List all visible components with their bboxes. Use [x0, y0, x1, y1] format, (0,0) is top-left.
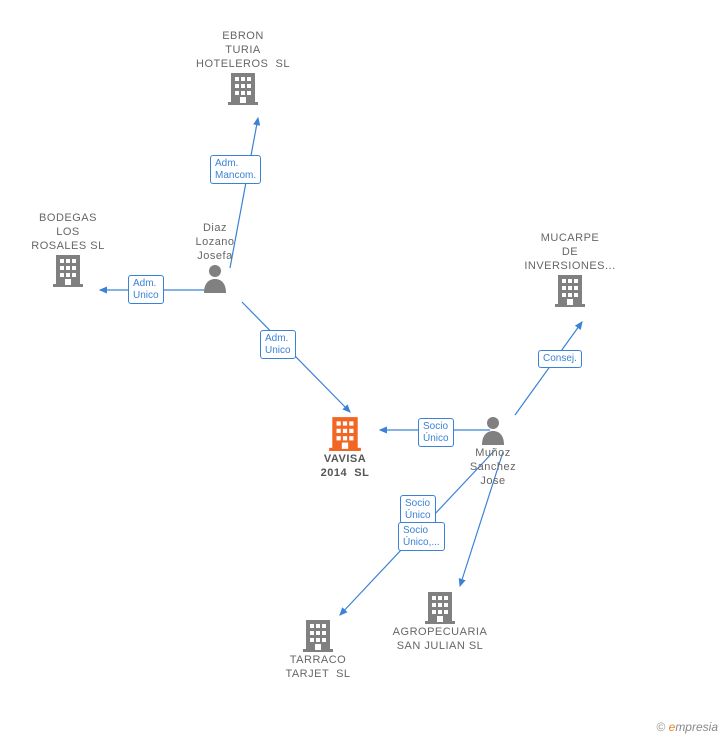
brand-rest: mpresia	[675, 720, 718, 734]
diagram-canvas: EBRON TURIA HOTELEROS SL BODEGAS LOS ROS…	[0, 0, 728, 740]
person-icon	[480, 415, 506, 445]
building-icon	[303, 618, 333, 652]
edge-label-munoz-mucarpe: Consej.	[538, 350, 582, 368]
edge-label-munoz-vavisa: Socio Único	[418, 418, 454, 447]
edge-label-munoz-tarraco: Socio Único	[400, 495, 436, 524]
node-vavisa[interactable]: VAVISA 2014 SL	[285, 415, 405, 481]
node-mucarpe[interactable]: MUCARPE DE INVERSIONES...	[510, 230, 630, 307]
node-label: MUCARPE DE INVERSIONES...	[510, 232, 630, 273]
node-ebron[interactable]: EBRON TURIA HOTELEROS SL	[183, 28, 303, 105]
edge-diaz-vavisa	[242, 302, 350, 412]
node-bodegas[interactable]: BODEGAS LOS ROSALES SL	[8, 210, 128, 287]
edge-munoz-mucarpe	[515, 322, 582, 415]
edge-label-diaz-bodegas: Adm. Unico	[128, 275, 164, 304]
node-label: VAVISA 2014 SL	[285, 453, 405, 481]
building-icon	[555, 273, 585, 307]
building-icon	[53, 253, 83, 287]
copyright: © empresia	[656, 720, 718, 734]
node-diaz[interactable]: Diaz Lozano Josefa	[155, 220, 275, 293]
node-label: TARRACO TARJET SL	[258, 654, 378, 682]
node-label: EBRON TURIA HOTELEROS SL	[183, 30, 303, 71]
building-icon	[425, 590, 455, 624]
node-label: BODEGAS LOS ROSALES SL	[8, 212, 128, 253]
edge-label-munoz-agropecuaria: Socio Único,...	[398, 522, 445, 551]
node-label: AGROPECUARIA SAN JULIAN SL	[380, 626, 500, 654]
building-icon	[329, 415, 361, 451]
edge-label-diaz-ebron: Adm. Mancom.	[210, 155, 261, 184]
copyright-symbol: ©	[656, 720, 665, 734]
node-label: Diaz Lozano Josefa	[155, 222, 275, 263]
building-icon	[228, 71, 258, 105]
node-tarraco[interactable]: TARRACO TARJET SL	[258, 618, 378, 682]
edge-label-diaz-vavisa: Adm. Unico	[260, 330, 296, 359]
person-icon	[202, 263, 228, 293]
node-agropecuaria[interactable]: AGROPECUARIA SAN JULIAN SL	[380, 590, 500, 654]
node-label: Muñoz Sanchez Jose	[433, 447, 553, 488]
